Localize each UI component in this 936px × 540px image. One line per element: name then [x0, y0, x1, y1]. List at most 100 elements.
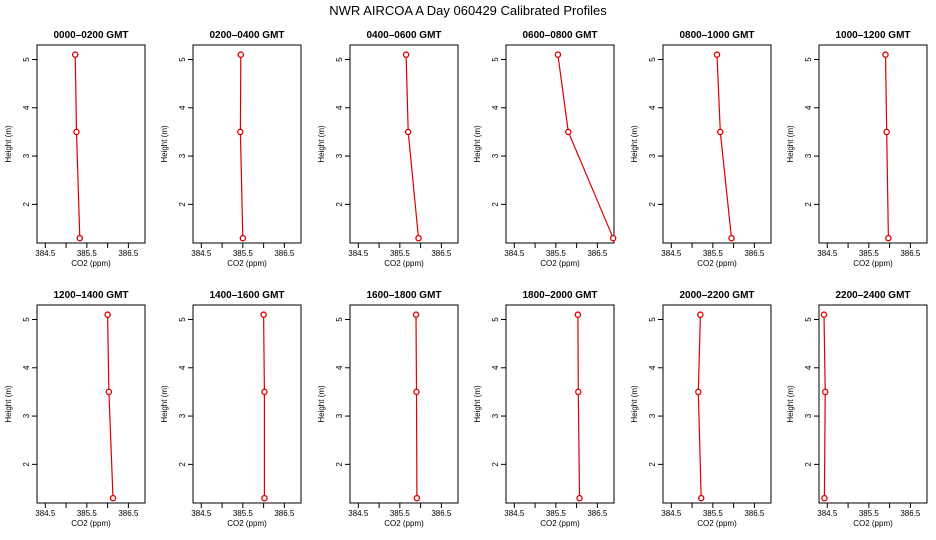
panel-7-data-point	[104, 311, 111, 318]
panel-6-x-axis-label: CO2 (ppm)	[853, 259, 893, 268]
panel-1-y-tick-label: 4	[22, 105, 31, 110]
panel-9-x-tick-label: 384.5	[348, 509, 369, 518]
panel-5-title: 0800–1000 GMT	[679, 30, 754, 41]
panel-1-y-axis-label: Height (m)	[4, 125, 13, 163]
panel-10-data-point	[576, 494, 583, 502]
panel-8-y-tick-label: 2	[178, 462, 187, 467]
panel-2-series-line	[239, 54, 244, 239]
panel-11-x-axis-label: CO2 (ppm)	[697, 519, 737, 528]
panel-3-y-tick-label: 4	[335, 105, 344, 110]
panel-6-data-point	[885, 234, 892, 242]
panel-4-y-tick-label: 2	[491, 202, 500, 207]
panel-3-data-point	[415, 234, 422, 242]
panel-10-y-axis-label: Height (m)	[473, 385, 482, 423]
panel-4-data-point	[554, 51, 562, 58]
panel-9-data-point	[413, 388, 420, 396]
panel-10-x-axis-label: CO2 (ppm)	[540, 519, 580, 528]
panel-8-series-line	[263, 314, 265, 499]
panel-7-data-point	[105, 388, 113, 396]
panel-10-x-tick-label: 385.5	[546, 509, 567, 518]
panel-3-x-tick-label: 384.5	[348, 249, 369, 258]
panel-6-x-tick-label: 385.5	[859, 249, 880, 258]
panel-10-y-tick-label: 3	[491, 413, 500, 418]
panel-4-series-line	[557, 54, 614, 239]
panel-11: 2000–2200 GMT 384.5 385.5 386.5 2 3 4 5 CO2 (ppm…	[630, 290, 772, 528]
panel-1-series-line	[74, 54, 81, 239]
panel-10-x-tick-label: 386.5	[587, 509, 608, 518]
panel-9-plot-frame	[349, 304, 459, 504]
panel-2-data-point	[237, 128, 244, 136]
panel-9-data-point	[413, 494, 421, 502]
panel-8-x-tick-label: 385.5	[233, 509, 254, 518]
panel-9-series-line	[415, 314, 418, 499]
panel-7-data-point	[109, 494, 117, 502]
panel-1-plot-frame	[36, 44, 146, 244]
panel-3-plot-frame	[349, 44, 459, 244]
panel-7-x-tick-label: 384.5	[35, 509, 56, 518]
panel-2-y-tick-label: 4	[178, 105, 187, 110]
panel-5-x-tick-label: 386.5	[744, 249, 765, 258]
panel-10-series-line	[577, 314, 581, 499]
panel-2-y-tick-label: 5	[178, 57, 187, 62]
panel-12-y-tick-label: 2	[804, 462, 813, 467]
panel-4-y-tick-label: 3	[491, 153, 500, 158]
panel-8-title: 1400–1600 GMT	[209, 290, 284, 301]
panel-11-y-tick-label: 2	[648, 462, 657, 467]
panel-3-x-tick-label: 385.5	[390, 249, 411, 258]
panel-5-x-tick-label: 385.5	[703, 249, 724, 258]
panel-12-data-point	[820, 311, 828, 318]
panel-5-y-tick-label: 5	[648, 57, 657, 62]
panel-9-title: 1600–1800 GMT	[366, 290, 441, 301]
panel-2-plot-frame	[192, 44, 302, 244]
panel-7-y-tick-label: 3	[22, 413, 31, 418]
panel-2: 0200–0400 GMT 384.5 385.5 386.5 2 3 4 5 CO2 (ppm…	[160, 30, 302, 268]
panel-1-data-point	[71, 51, 79, 58]
panel-10-y-tick-label: 5	[491, 317, 500, 322]
panel-9-y-axis-label: Height (m)	[317, 385, 326, 423]
panel-9-data-point	[412, 311, 420, 318]
panel-3-data-point	[404, 128, 412, 136]
panel-6-series-line	[884, 54, 889, 239]
panel-4-plot-frame	[505, 44, 615, 244]
panel-5-y-tick-label: 2	[648, 202, 657, 207]
panel-6-y-tick-label: 2	[804, 202, 813, 207]
panel-11-y-tick-label: 5	[648, 317, 657, 322]
panel-11-x-tick-label: 384.5	[661, 509, 682, 518]
panel-7-y-tick-label: 4	[22, 365, 31, 370]
panel-7-x-axis-label: CO2 (ppm)	[71, 519, 111, 528]
panel-11-x-tick-label: 386.5	[744, 509, 765, 518]
panel-6-x-tick-label: 384.5	[817, 249, 838, 258]
panel-12-y-axis-label: Height (m)	[786, 385, 795, 423]
panel-7-series-line	[107, 314, 114, 499]
panel-4-x-axis-label: CO2 (ppm)	[540, 259, 580, 268]
panel-5-x-axis-label: CO2 (ppm)	[697, 259, 737, 268]
panel-8-plot-frame	[192, 304, 302, 504]
panel-11-y-axis-label: Height (m)	[630, 385, 639, 423]
panel-4-y-axis-label: Height (m)	[473, 125, 482, 163]
panel-3-y-axis-label: Height (m)	[317, 125, 326, 163]
panel-11-y-tick-label: 4	[648, 365, 657, 370]
panel-1-x-tick-label: 384.5	[35, 249, 56, 258]
panel-3-x-tick-label: 386.5	[431, 249, 452, 258]
panel-5-plot-frame	[662, 44, 772, 244]
panel-1: 0000–0200 GMT 384.5 385.5 386.5 2 3 4 5 CO2 (ppm…	[4, 30, 146, 268]
panel-8-x-tick-label: 386.5	[274, 509, 295, 518]
panel-12-data-point	[821, 388, 829, 396]
panel-2-y-tick-label: 2	[178, 202, 187, 207]
panel-5: 0800–1000 GMT 384.5 385.5 386.5 2 3 4 5 CO2 (ppm…	[630, 30, 772, 268]
panel-7-y-tick-label: 5	[22, 317, 31, 322]
panel-6-y-tick-label: 5	[804, 57, 813, 62]
panel-6-y-tick-label: 3	[804, 153, 813, 158]
panel-3-y-tick-label: 3	[335, 153, 344, 158]
panel-7: 1200–1400 GMT 384.5 385.5 386.5 2 3 4 5 CO2 (ppm…	[4, 290, 146, 528]
panel-12-y-tick-label: 4	[804, 365, 813, 370]
panel-10-plot-frame	[505, 304, 615, 504]
panel-5-data-point	[717, 128, 724, 136]
panel-8-y-axis-label: Height (m)	[160, 385, 169, 423]
panel-1-data-point	[76, 234, 84, 242]
panel-7-title: 1200–1400 GMT	[53, 290, 128, 301]
panel-8-data-point	[260, 311, 267, 318]
panel-12-x-tick-label: 386.5	[900, 509, 921, 518]
panel-7-x-tick-label: 385.5	[77, 509, 98, 518]
